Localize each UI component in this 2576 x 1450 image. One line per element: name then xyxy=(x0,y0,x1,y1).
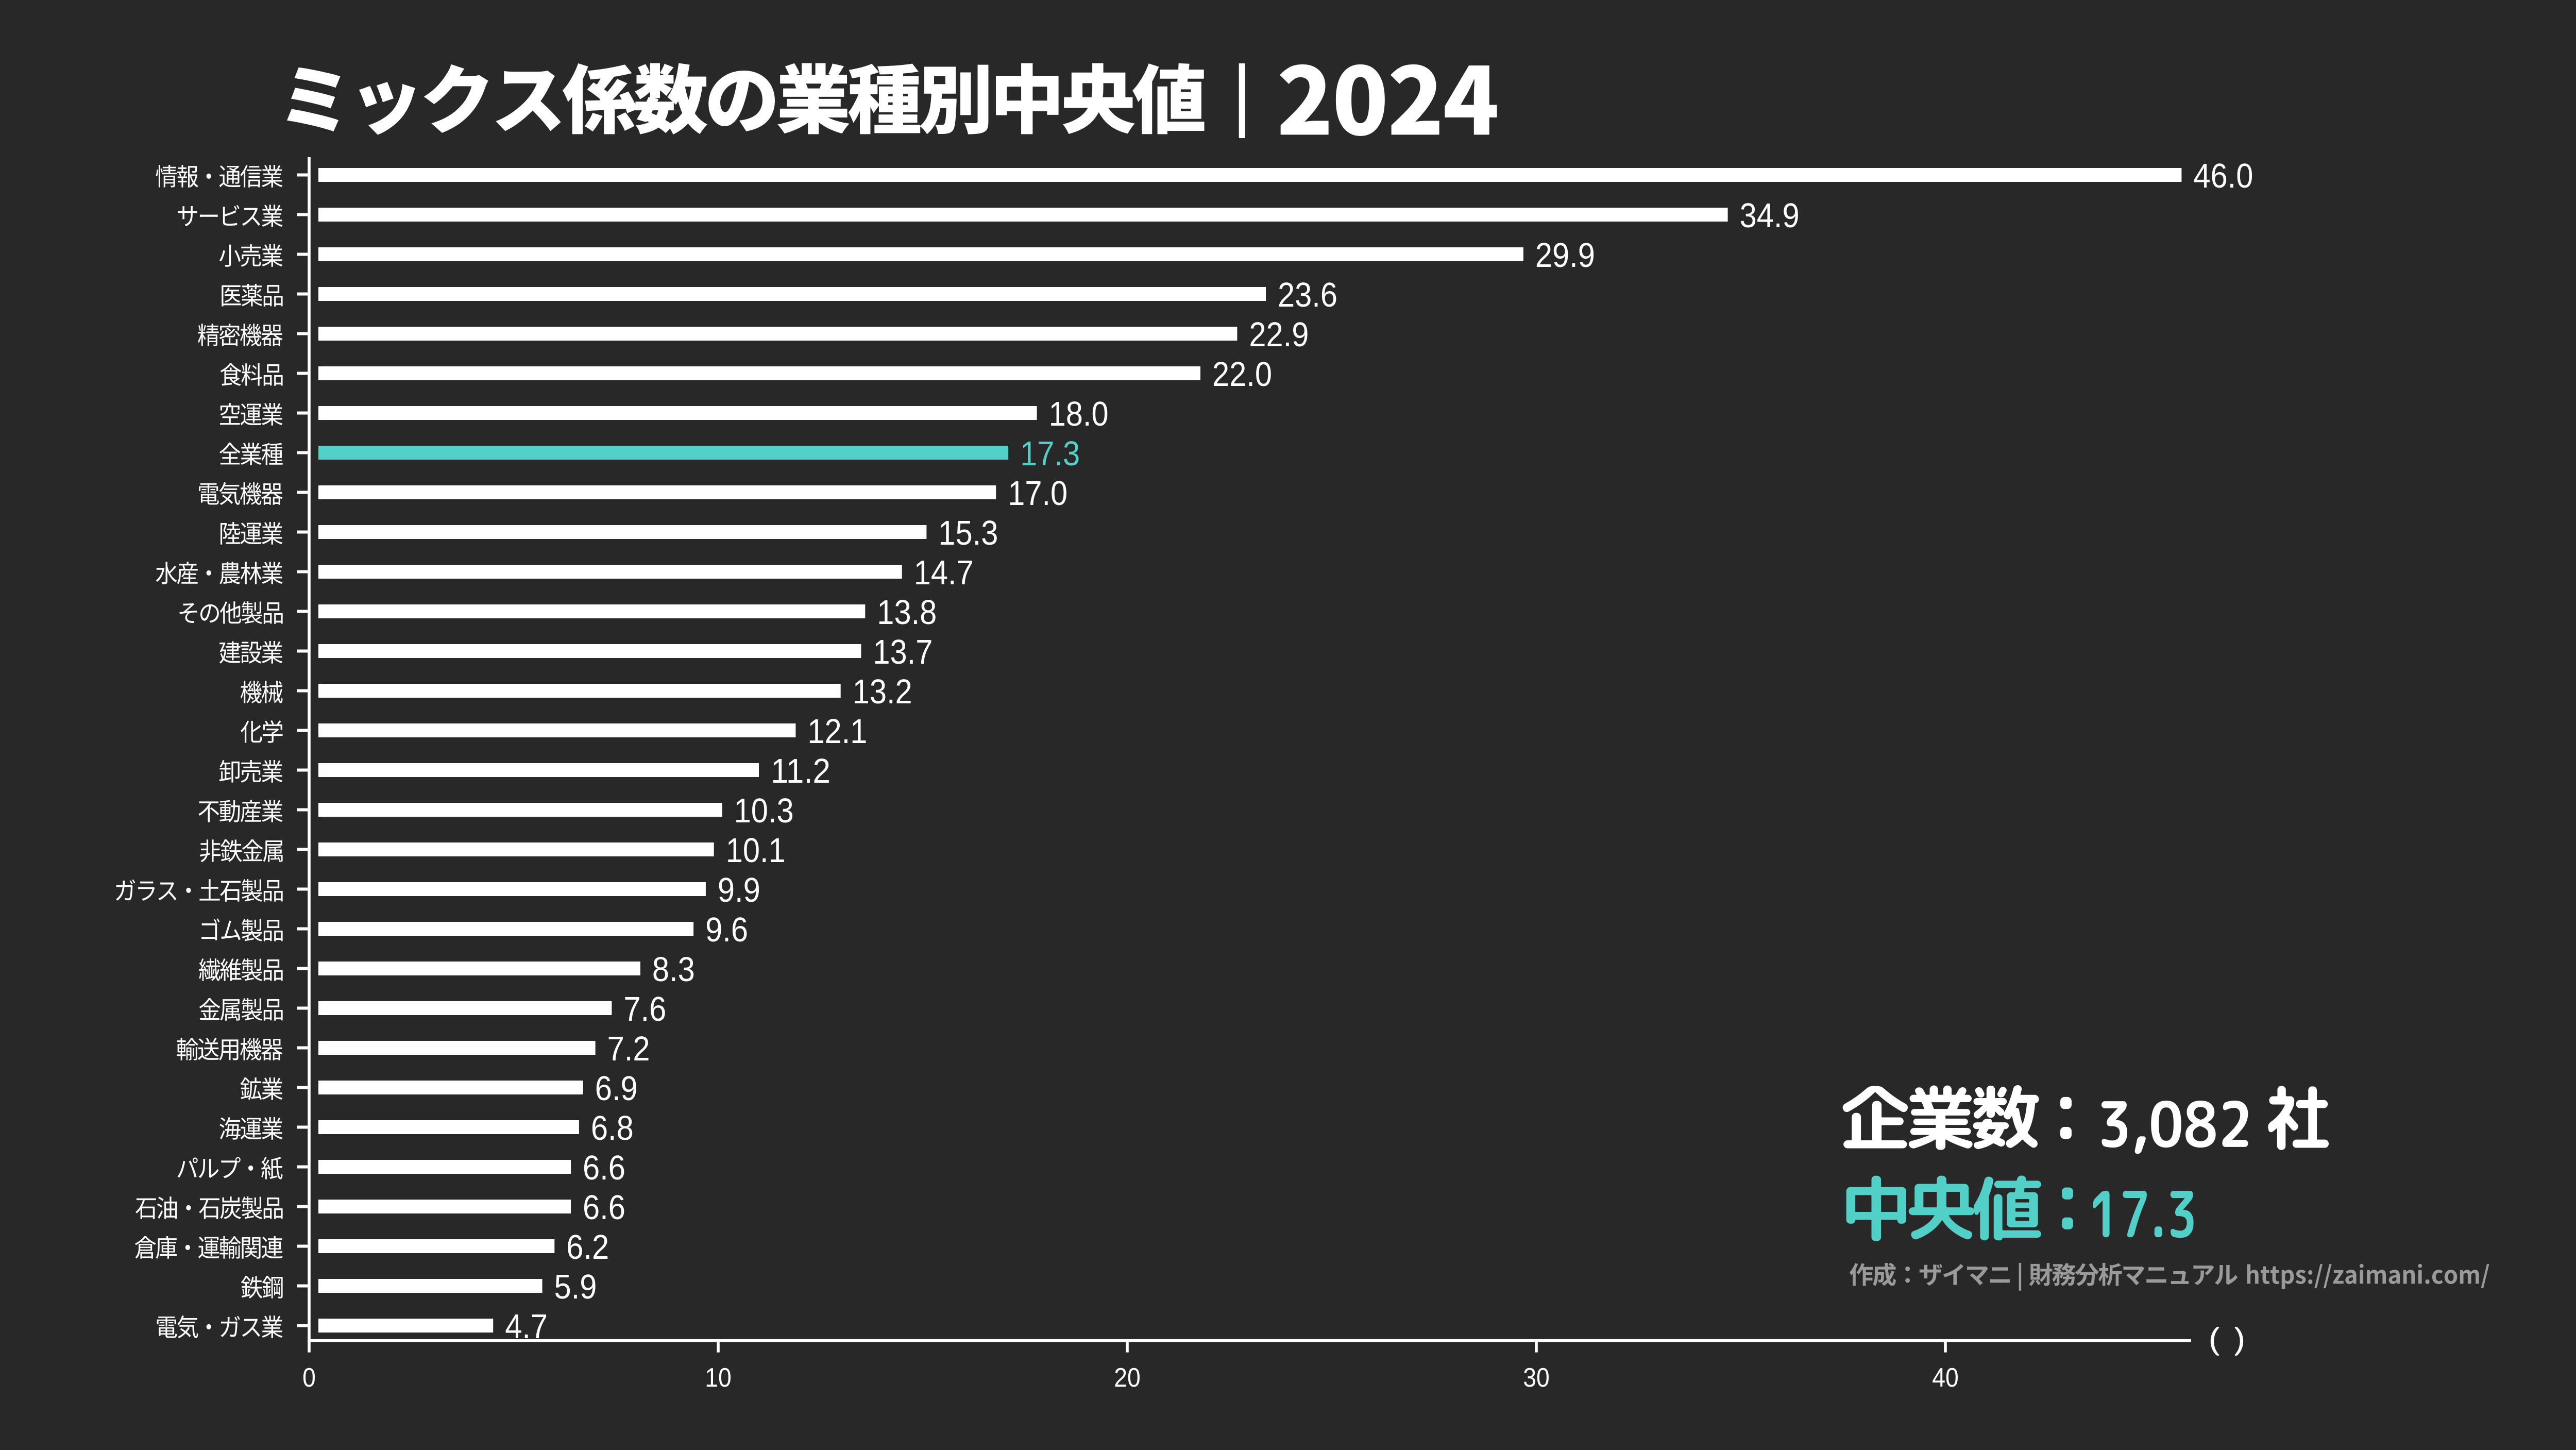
svg-text:17.0: 17.0 xyxy=(1008,474,1067,513)
svg-text:6.6: 6.6 xyxy=(583,1188,625,1227)
svg-text:7.2: 7.2 xyxy=(607,1030,650,1068)
svg-text:6.6: 6.6 xyxy=(583,1149,625,1187)
svg-text:46.0: 46.0 xyxy=(2193,157,2253,195)
svg-text:6.2: 6.2 xyxy=(566,1228,609,1267)
svg-text:14.7: 14.7 xyxy=(914,553,974,592)
svg-text:34.9: 34.9 xyxy=(1740,196,1800,235)
svg-text:22.9: 22.9 xyxy=(1249,315,1309,354)
svg-text:40: 40 xyxy=(1932,1363,1959,1393)
svg-text:30: 30 xyxy=(1523,1363,1550,1393)
svg-text:18.0: 18.0 xyxy=(1049,395,1109,433)
svg-text:29.9: 29.9 xyxy=(1535,236,1595,275)
svg-text:13.7: 13.7 xyxy=(873,633,933,671)
svg-text:13.8: 13.8 xyxy=(877,593,937,632)
svg-text:13.2: 13.2 xyxy=(853,672,912,711)
svg-text:9.6: 9.6 xyxy=(705,911,748,949)
svg-text:10.3: 10.3 xyxy=(734,791,794,830)
svg-text:17.3: 17.3 xyxy=(1020,434,1080,473)
svg-text:10: 10 xyxy=(705,1363,732,1393)
svg-text:20: 20 xyxy=(1114,1363,1141,1393)
svg-text:15.3: 15.3 xyxy=(938,514,998,552)
svg-text:7.6: 7.6 xyxy=(623,990,666,1029)
svg-text:6.8: 6.8 xyxy=(591,1109,634,1148)
svg-text:11.2: 11.2 xyxy=(771,752,831,790)
svg-text:23.6: 23.6 xyxy=(1278,276,1337,314)
svg-text:22.0: 22.0 xyxy=(1212,355,1272,394)
svg-text:9.9: 9.9 xyxy=(718,871,760,909)
svg-text:10.1: 10.1 xyxy=(726,831,786,870)
svg-text:5.9: 5.9 xyxy=(554,1268,597,1306)
svg-text:6.9: 6.9 xyxy=(595,1069,638,1108)
svg-text:8.3: 8.3 xyxy=(652,950,695,989)
svg-text:12.1: 12.1 xyxy=(807,712,867,751)
svg-text:4.7: 4.7 xyxy=(505,1307,548,1346)
svg-text:0: 0 xyxy=(302,1363,316,1393)
